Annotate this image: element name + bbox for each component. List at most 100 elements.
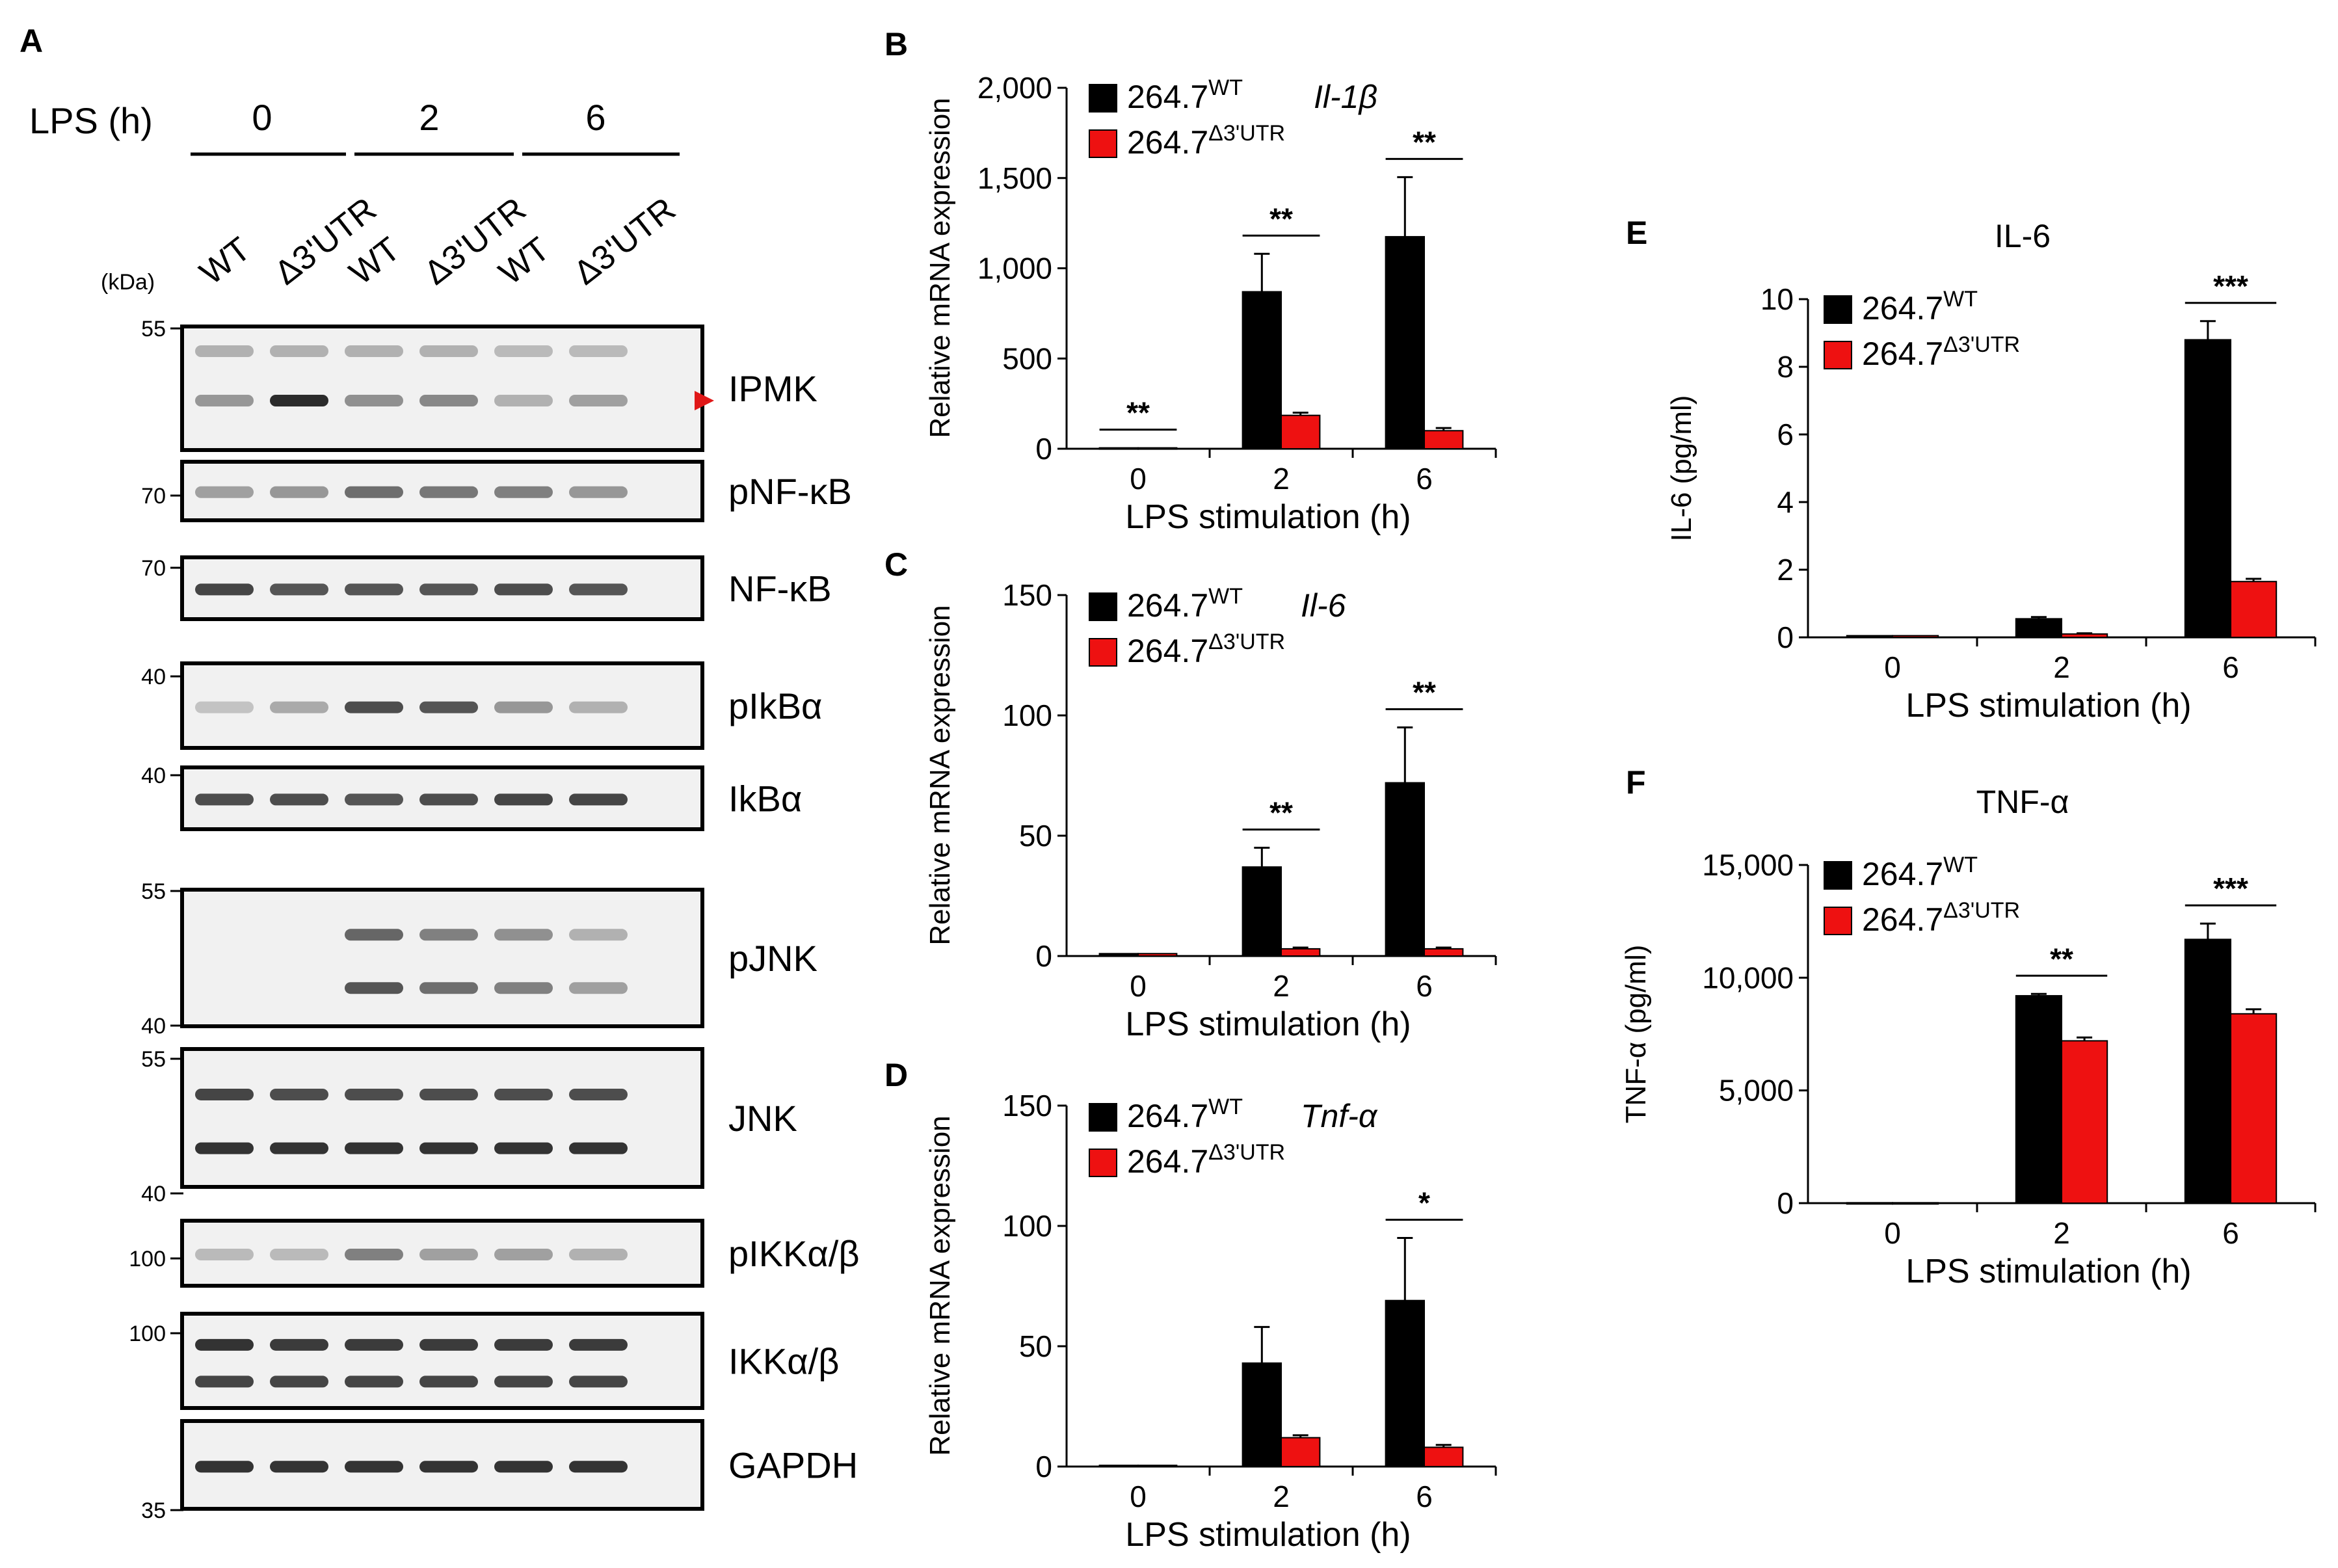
blot-frame-5 bbox=[180, 888, 704, 1028]
sig-label-b-2: ** bbox=[1413, 125, 1436, 159]
band-5-0-3 bbox=[419, 929, 478, 941]
y-tick-label-d-2: 100 bbox=[1002, 1209, 1052, 1243]
blot-5: pJNK bbox=[180, 888, 817, 1028]
bar-c-1-1 bbox=[1281, 948, 1321, 957]
chart-title-f: TNF-α bbox=[1976, 784, 2069, 820]
blot-3: pIkBα bbox=[180, 661, 822, 750]
band-2-0-2 bbox=[345, 583, 403, 596]
band-6-0-4 bbox=[494, 1088, 553, 1100]
y-tick-label-f-2: 10,000 bbox=[1702, 961, 1794, 994]
band-8-1-2 bbox=[345, 1375, 403, 1388]
band-7-0-5 bbox=[569, 1249, 628, 1260]
kda-marker-6: 40 bbox=[141, 1014, 166, 1039]
y-tick-label-d-1: 50 bbox=[1019, 1329, 1052, 1363]
blot-4: IkBα bbox=[180, 765, 802, 831]
sig-label-d-2: * bbox=[1418, 1186, 1430, 1220]
band-1-0-4 bbox=[494, 486, 553, 498]
x-tick-label-b-0: 0 bbox=[1130, 462, 1147, 496]
bar-e-0-1 bbox=[2015, 618, 2063, 639]
band-0-1-3 bbox=[419, 395, 478, 406]
legend-swatch-f-0 bbox=[1824, 861, 1852, 890]
kda-marker-8: 40 bbox=[141, 1182, 166, 1206]
kda-markers: 55 70 70 40 40 55 40 55 40 100 100 35 bbox=[129, 317, 183, 1523]
y-tick-label-b-1: 500 bbox=[1002, 341, 1052, 375]
sig-label-f-2: *** bbox=[2213, 871, 2248, 905]
legend-label-c-1: 264.7Δ3'UTR bbox=[1127, 630, 1285, 669]
y-axis-label-c: Relative mRNA expression bbox=[924, 605, 956, 945]
band-4-0-3 bbox=[419, 793, 478, 806]
x-tick-label-d-2: 6 bbox=[1416, 1480, 1433, 1513]
band-8-0-4 bbox=[494, 1338, 553, 1351]
y-tick-label-f-0: 0 bbox=[1777, 1186, 1794, 1220]
blots: IPMK pNF-κB NF-κB pIkBα IkBα pJNK JNK pIKKα/β IK… bbox=[180, 325, 860, 1511]
band-8-0-3 bbox=[419, 1338, 478, 1351]
band-9-0-1 bbox=[270, 1461, 328, 1473]
legend-label-e-1: 264.7Δ3'UTR bbox=[1862, 332, 2020, 372]
legend-sup-c-1: Δ3'UTR bbox=[1208, 630, 1285, 654]
y-tick-label-b-4: 2,000 bbox=[977, 71, 1052, 105]
band-0-0-2 bbox=[345, 345, 403, 357]
band-1-0-5 bbox=[569, 486, 628, 498]
bar-e-1-0 bbox=[1892, 635, 1939, 639]
band-3-0-1 bbox=[270, 701, 328, 713]
blot-frame-8 bbox=[180, 1312, 704, 1410]
band-8-0-2 bbox=[345, 1338, 403, 1351]
bar-f-0-0 bbox=[1846, 1202, 1894, 1205]
band-7-0-0 bbox=[195, 1249, 254, 1260]
legend-swatch-e-1 bbox=[1824, 341, 1852, 369]
legend-swatch-b-0 bbox=[1089, 84, 1117, 113]
blot-frame-0 bbox=[180, 325, 704, 452]
blot-label-0: IPMK bbox=[728, 368, 817, 409]
band-1-0-2 bbox=[345, 486, 403, 498]
band-2-0-5 bbox=[569, 583, 628, 596]
blot-label-3: pIkBα bbox=[728, 685, 822, 726]
timepoint-2: 2 bbox=[419, 97, 439, 138]
y-tick-label-c-2: 100 bbox=[1002, 698, 1052, 732]
band-0-1-4 bbox=[494, 395, 553, 406]
sig-label-c-1: ** bbox=[1269, 796, 1293, 830]
band-7-0-1 bbox=[270, 1249, 328, 1260]
band-3-0-3 bbox=[419, 701, 478, 713]
band-8-1-0 bbox=[195, 1375, 254, 1388]
bar-b-0-2 bbox=[1385, 235, 1426, 449]
legend-sup-d-0: WT bbox=[1208, 1095, 1243, 1119]
bar-e-1-1 bbox=[2061, 633, 2108, 638]
band-8-1-1 bbox=[270, 1375, 328, 1388]
legend-swatch-b-1 bbox=[1089, 129, 1117, 158]
legend-name-b-1: 264.7 bbox=[1127, 124, 1208, 161]
legend-label-b-1: 264.7Δ3'UTR bbox=[1127, 121, 1285, 161]
band-7-0-4 bbox=[494, 1249, 553, 1260]
legend-swatch-e-0 bbox=[1824, 295, 1852, 324]
band-6-0-5 bbox=[569, 1088, 628, 1100]
bar-e-0-0 bbox=[1846, 635, 1894, 639]
bar-d-1-1 bbox=[1281, 1437, 1321, 1468]
bar-c-1-0 bbox=[1137, 953, 1178, 957]
kda-marker-1: 70 bbox=[141, 484, 166, 509]
legend-sup-f-1: Δ3'UTR bbox=[1943, 898, 2020, 923]
y-axis-label-e: IL-6 (pg/ml) bbox=[1666, 395, 1697, 542]
blot-label-6: JNK bbox=[728, 1098, 797, 1139]
band-7-0-2 bbox=[345, 1249, 403, 1260]
y-tick-label-f-1: 5,000 bbox=[1719, 1074, 1794, 1108]
legend-swatch-d-0 bbox=[1089, 1103, 1117, 1132]
band-8-1-5 bbox=[569, 1375, 628, 1388]
bar-b-1-2 bbox=[1424, 430, 1464, 449]
band-6-0-1 bbox=[270, 1088, 328, 1100]
y-tick-label-e-4: 8 bbox=[1777, 350, 1794, 384]
chart-title-e: IL-6 bbox=[1995, 218, 2051, 254]
legend-sup-b-1: Δ3'UTR bbox=[1208, 121, 1285, 146]
band-0-1-5 bbox=[569, 395, 628, 406]
band-6-0-2 bbox=[345, 1088, 403, 1100]
lane-label-0: WT bbox=[193, 230, 258, 292]
legend-sup-c-0: WT bbox=[1208, 584, 1243, 609]
x-axis-label-d: LPS stimulation (h) bbox=[1125, 1516, 1411, 1554]
bar-c-1-2 bbox=[1424, 948, 1464, 957]
band-0-0-1 bbox=[270, 345, 328, 357]
band-0-1-2 bbox=[345, 395, 403, 406]
sig-label-c-2: ** bbox=[1413, 676, 1436, 710]
band-4-0-4 bbox=[494, 793, 553, 806]
